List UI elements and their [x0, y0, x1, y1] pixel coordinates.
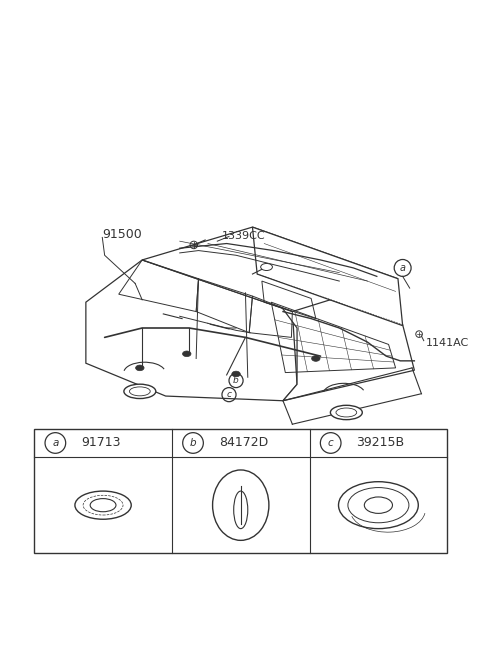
- Text: c: c: [328, 438, 334, 448]
- Ellipse shape: [136, 365, 144, 371]
- Text: 91500: 91500: [102, 228, 142, 241]
- Text: 1339CC: 1339CC: [222, 230, 265, 241]
- Text: c: c: [227, 390, 231, 399]
- Text: 84172D: 84172D: [219, 436, 268, 449]
- Text: 1141AC: 1141AC: [426, 338, 469, 348]
- Polygon shape: [257, 274, 414, 401]
- Text: a: a: [400, 263, 406, 273]
- Polygon shape: [86, 260, 297, 401]
- Ellipse shape: [232, 371, 240, 377]
- Polygon shape: [142, 227, 398, 312]
- Text: a: a: [52, 438, 59, 448]
- Ellipse shape: [312, 356, 320, 361]
- Text: 39215B: 39215B: [357, 436, 405, 449]
- Text: b: b: [190, 438, 196, 448]
- Ellipse shape: [261, 264, 273, 270]
- Polygon shape: [252, 227, 403, 325]
- Ellipse shape: [182, 351, 191, 357]
- Text: 91713: 91713: [81, 436, 120, 449]
- Ellipse shape: [124, 384, 156, 399]
- Ellipse shape: [330, 405, 362, 420]
- Ellipse shape: [234, 491, 248, 529]
- FancyBboxPatch shape: [34, 429, 447, 553]
- Text: b: b: [233, 376, 239, 385]
